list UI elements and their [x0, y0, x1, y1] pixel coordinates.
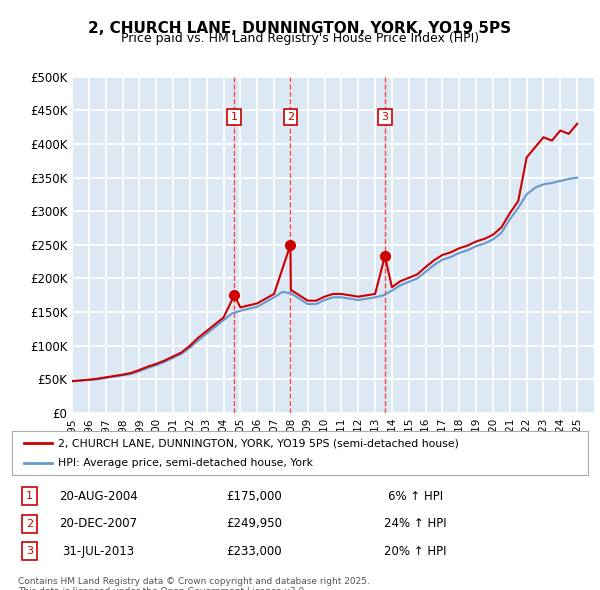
Text: 20-AUG-2004: 20-AUG-2004 — [59, 490, 138, 503]
Text: £249,950: £249,950 — [226, 517, 282, 530]
Text: 20-DEC-2007: 20-DEC-2007 — [59, 517, 137, 530]
Text: 3: 3 — [26, 546, 33, 556]
Text: 20% ↑ HPI: 20% ↑ HPI — [384, 545, 446, 558]
Text: 2: 2 — [26, 519, 33, 529]
Text: Price paid vs. HM Land Registry's House Price Index (HPI): Price paid vs. HM Land Registry's House … — [121, 32, 479, 45]
Text: 2, CHURCH LANE, DUNNINGTON, YORK, YO19 5PS (semi-detached house): 2, CHURCH LANE, DUNNINGTON, YORK, YO19 5… — [58, 438, 459, 448]
Text: £175,000: £175,000 — [226, 490, 282, 503]
Text: 2, CHURCH LANE, DUNNINGTON, YORK, YO19 5PS: 2, CHURCH LANE, DUNNINGTON, YORK, YO19 5… — [88, 21, 512, 35]
Text: 31-JUL-2013: 31-JUL-2013 — [62, 545, 134, 558]
Text: 2: 2 — [287, 112, 294, 122]
Text: £233,000: £233,000 — [226, 545, 282, 558]
Text: 1: 1 — [26, 491, 33, 502]
Text: Contains HM Land Registry data © Crown copyright and database right 2025.
This d: Contains HM Land Registry data © Crown c… — [18, 577, 370, 590]
Text: 6% ↑ HPI: 6% ↑ HPI — [388, 490, 443, 503]
Text: 3: 3 — [382, 112, 388, 122]
Text: HPI: Average price, semi-detached house, York: HPI: Average price, semi-detached house,… — [58, 458, 313, 467]
Text: 24% ↑ HPI: 24% ↑ HPI — [384, 517, 446, 530]
Text: 1: 1 — [231, 112, 238, 122]
